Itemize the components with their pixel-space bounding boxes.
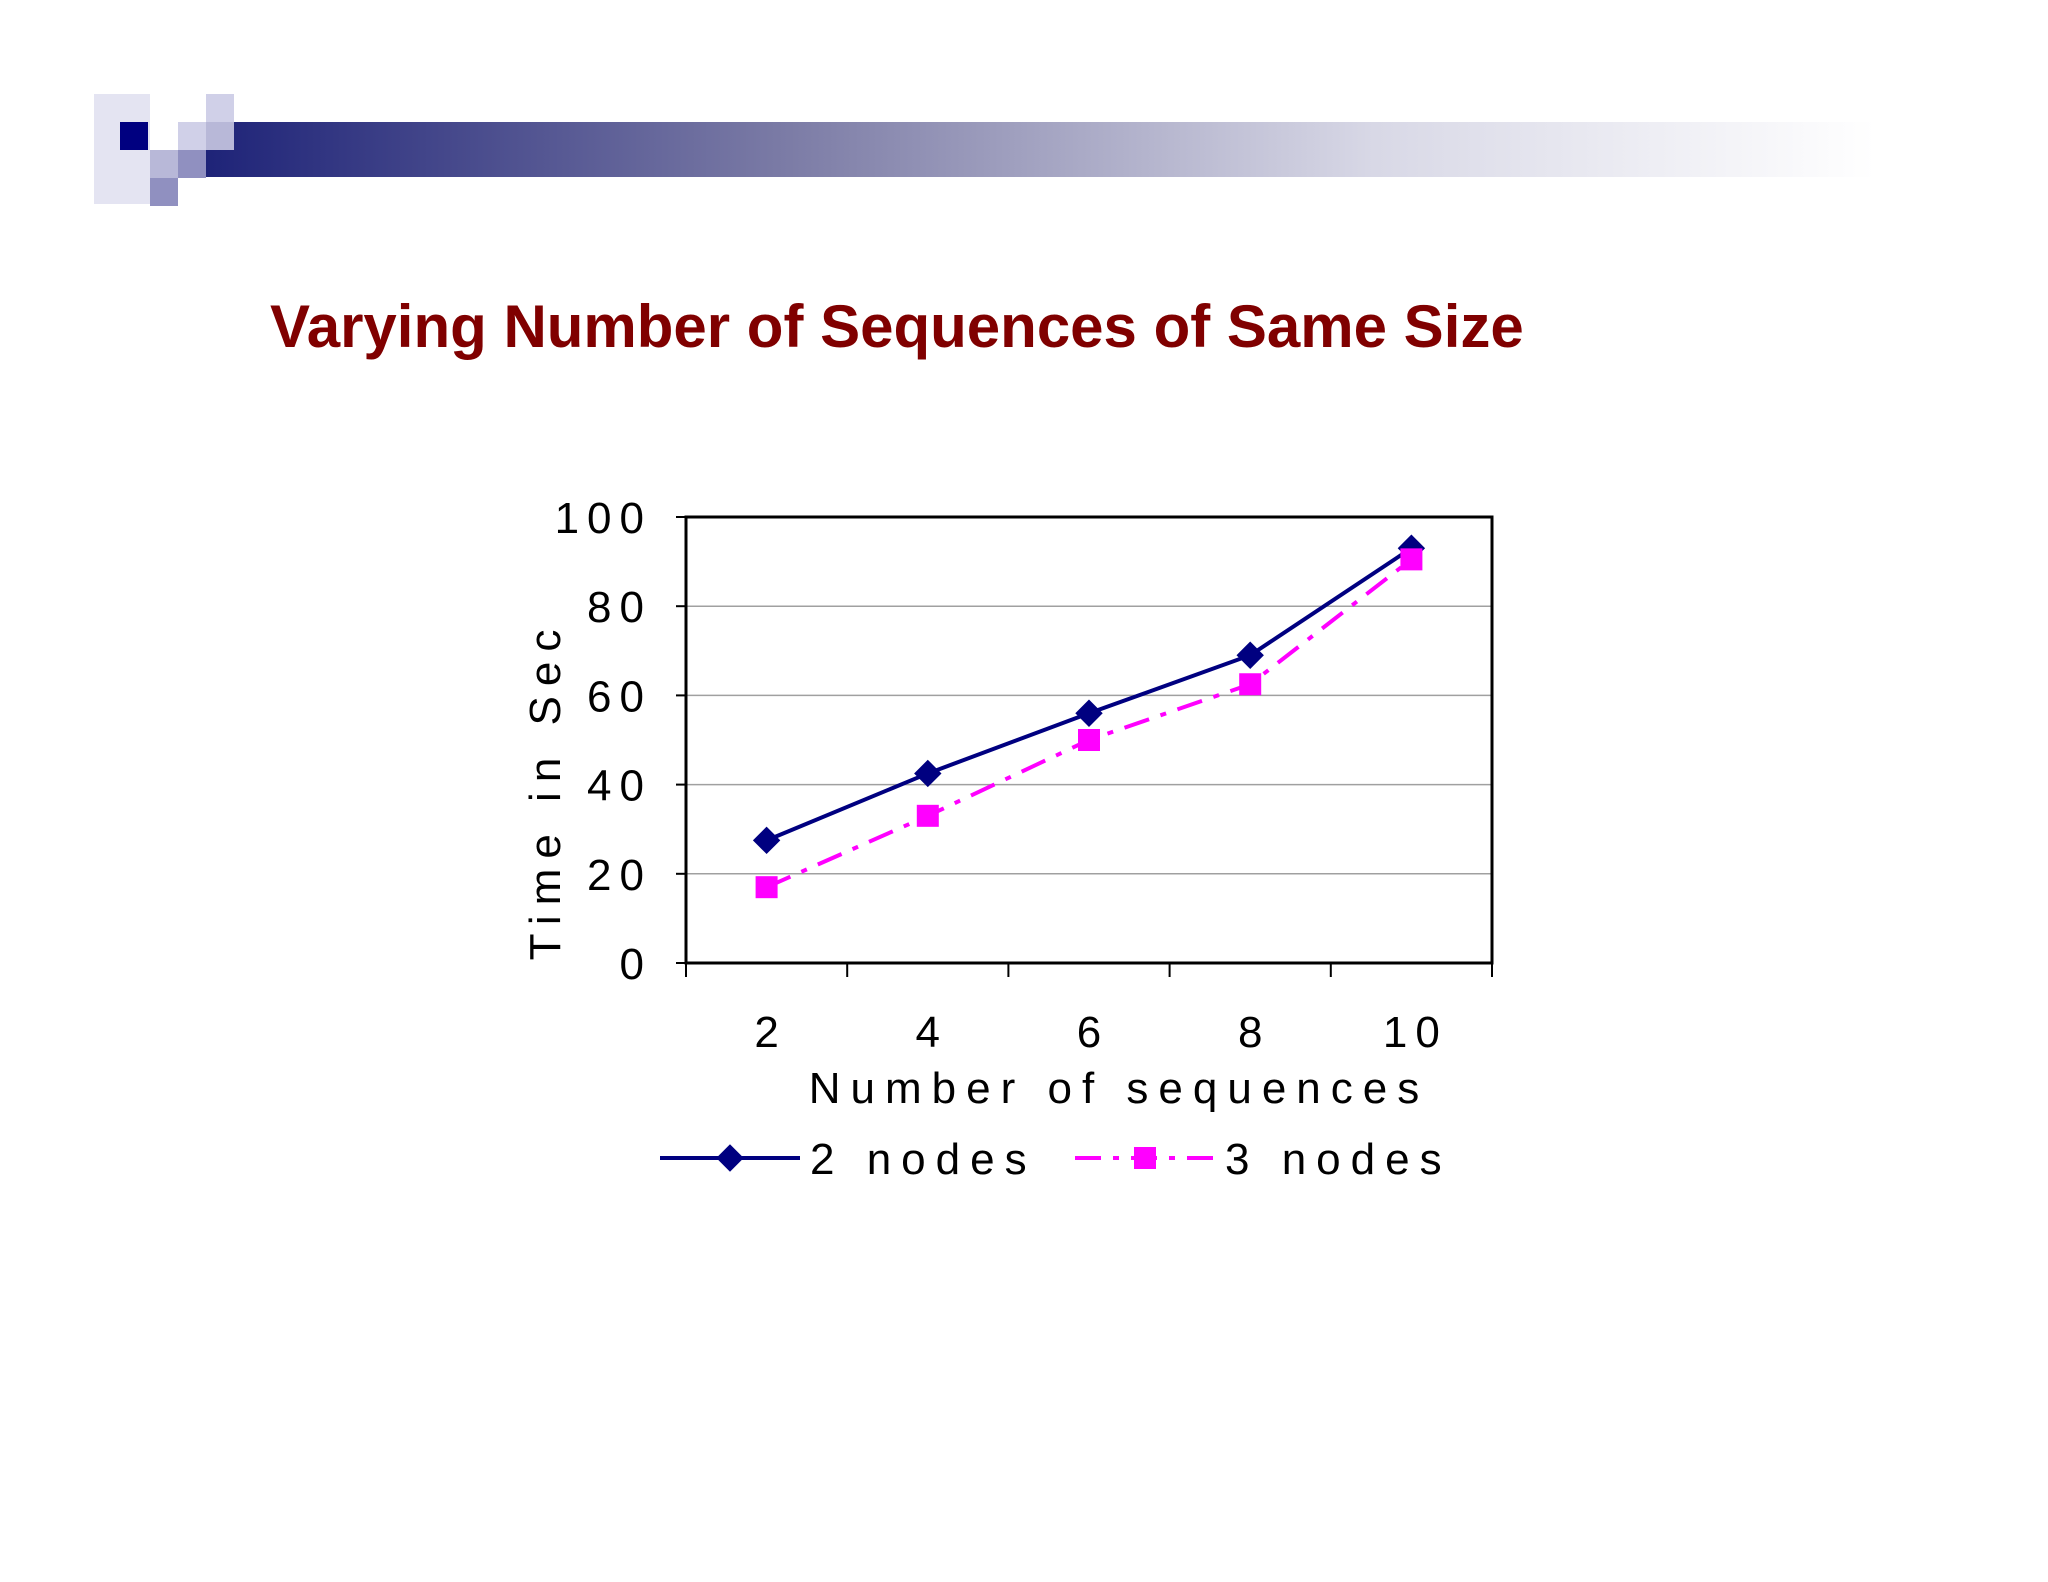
header-square [206,122,234,150]
data-point [755,876,778,899]
x-tick-marks [685,963,1493,977]
y-tick-label: 60 [587,672,652,721]
header-square [120,122,148,150]
x-tick-label: 2 [754,1008,786,1057]
legend: 2 nodes 3 nodes [660,1135,1452,1184]
legend-item-1: 2 nodes [660,1135,1037,1184]
header-square [150,178,178,206]
y-axis-title: Time in Sec [521,620,570,961]
y-tick-label: 40 [587,762,652,811]
y-tick-label: 20 [587,851,652,900]
plot-area [684,515,1494,965]
data-point [916,804,939,827]
y-tick-label: 100 [555,494,652,543]
header-square [150,150,178,178]
header-square [178,122,206,150]
legend-label: 3 nodes [1225,1135,1452,1184]
legend-item-2: 3 nodes [1075,1135,1452,1184]
series-layer [752,534,1426,899]
slide-title: Varying Number of Sequences of Same Size [270,293,1524,360]
y-tick-label: 0 [620,940,652,989]
x-tick-label: 4 [916,1008,948,1057]
x-tick-labels: 2 4 6 8 10 [754,1008,1448,1057]
header-gradient-bar [205,122,1875,177]
data-point [1075,699,1103,727]
x-axis-title: Number of sequences [809,1064,1429,1113]
data-point [1236,641,1264,669]
legend-label: 2 nodes [810,1135,1037,1184]
data-point [716,1144,744,1172]
y-tick-label: 80 [587,583,652,632]
y-tick-labels: 0 20 40 60 80 100 [555,494,652,989]
x-tick-label: 6 [1077,1008,1109,1057]
gridlines [676,516,1492,964]
series-2 [755,548,1423,899]
data-point [1078,729,1100,751]
data-point [1134,1147,1156,1169]
header-square [206,94,234,122]
header-square [178,150,206,178]
data-point [752,826,781,855]
x-tick-label: 10 [1383,1008,1448,1057]
x-tick-label: 8 [1238,1008,1270,1057]
data-point [914,759,942,788]
data-point [1239,673,1262,696]
data-point [1400,548,1423,571]
series-line [765,546,1413,843]
series-1 [752,534,1426,855]
header-decoration [94,94,1875,206]
